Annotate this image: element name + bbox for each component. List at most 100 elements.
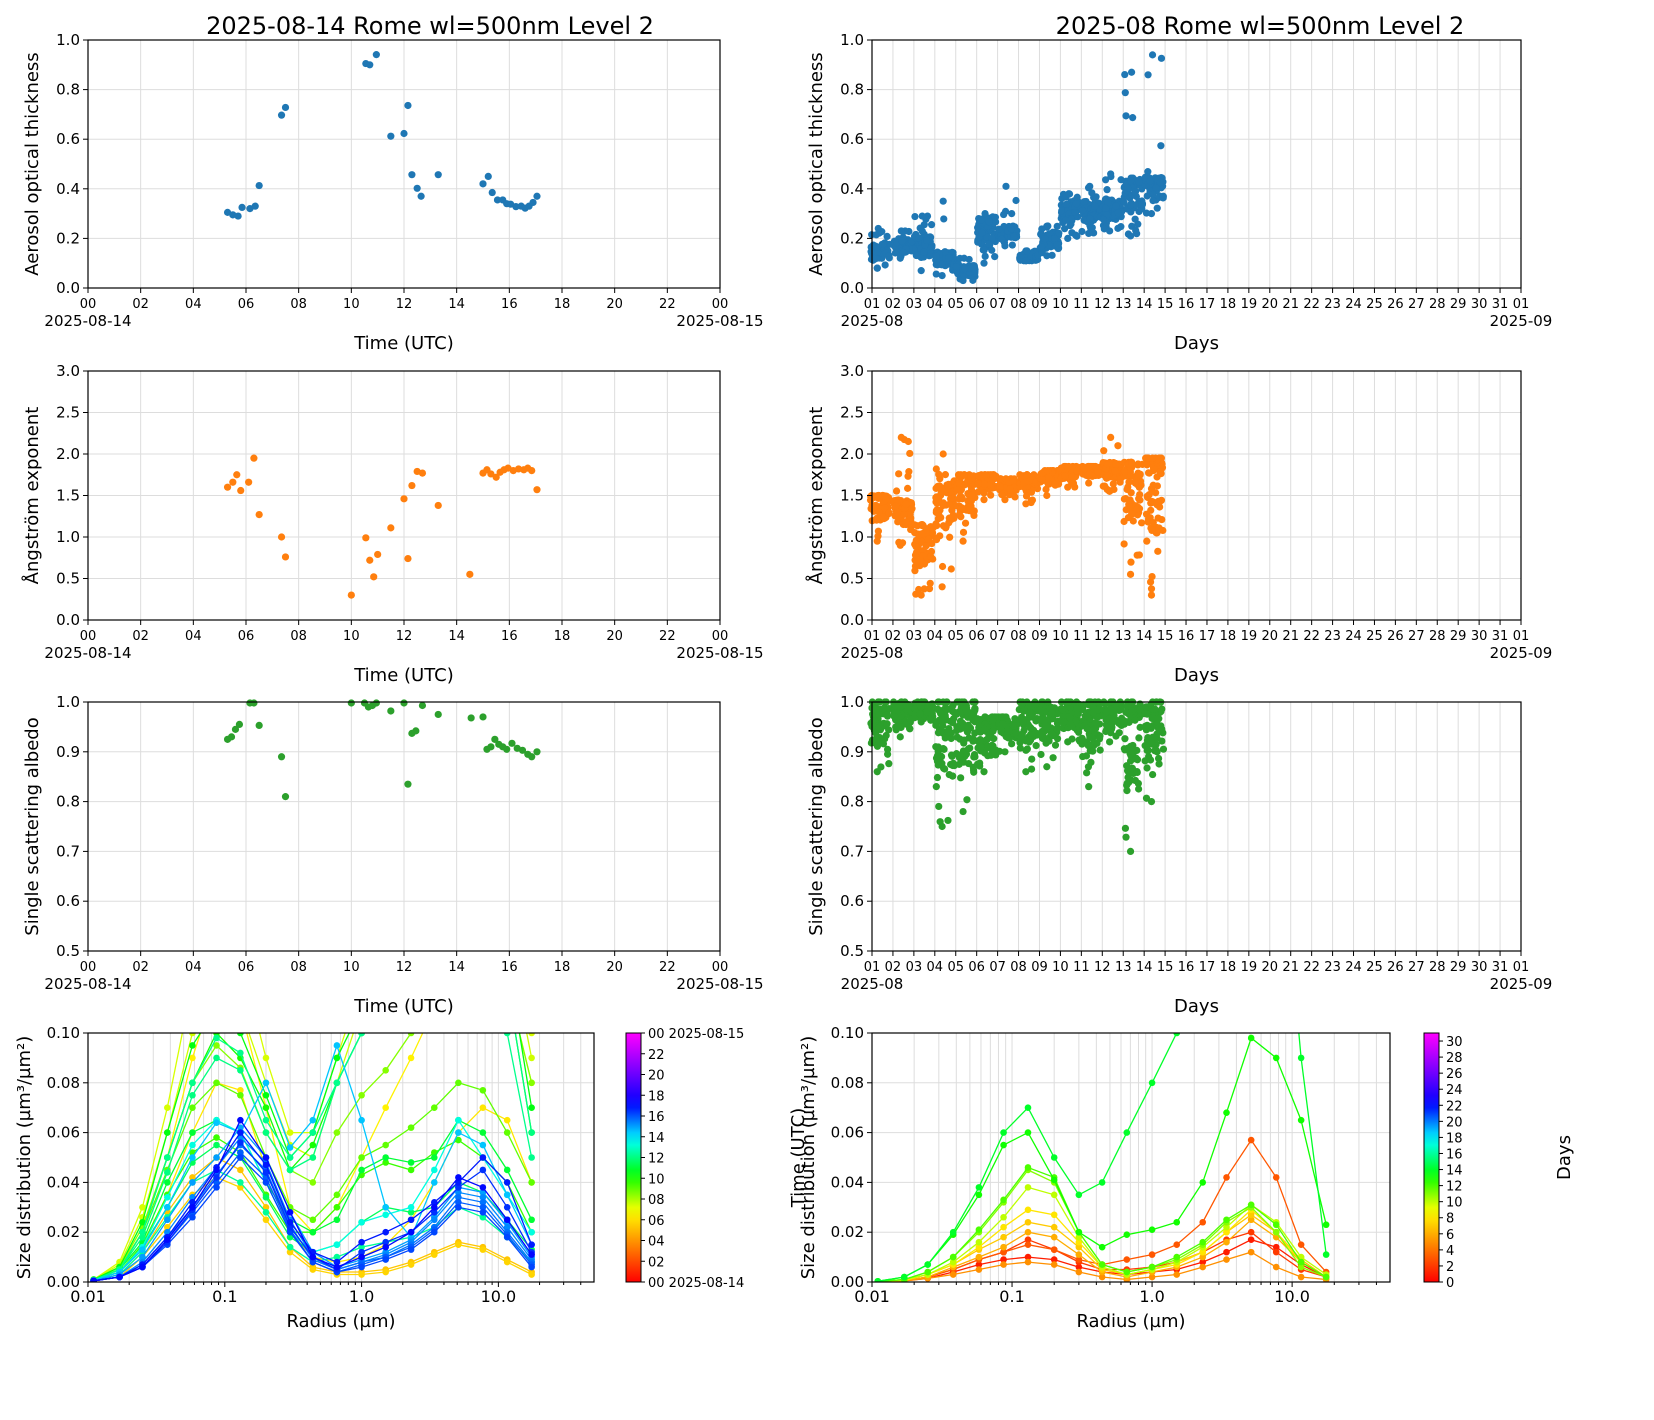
monthly-angstrom-point [1072, 467, 1081, 475]
monthly-aot-xtick-label: 16 [1178, 297, 1195, 312]
monthly-ssa-frame [871, 701, 1522, 952]
monthly-angstrom-point [941, 471, 949, 479]
daily-psd-series-point [237, 1091, 244, 1099]
daily-angstrom-xtick-label: 18 [554, 629, 571, 644]
monthly-angstrom-point-max [1044, 467, 1052, 475]
monthly-psd-colorbar-tick-label: 2 [1446, 1260, 1454, 1275]
monthly-ssa-point [875, 710, 883, 718]
monthly-ssa-point [1107, 706, 1115, 714]
daily-ssa-ylabel: Single scattering albedo [22, 717, 43, 935]
monthly-psd-series-point [1272, 1248, 1280, 1256]
daily-psd-series-point [333, 1129, 341, 1136]
monthly-ssa-point [983, 743, 992, 751]
daily-psd-series-point [407, 1124, 415, 1131]
daily-ssa-point [277, 753, 286, 761]
monthly-angstrom-point [955, 479, 963, 487]
daily-aot-point [281, 103, 290, 112]
monthly-ssa-point [872, 729, 880, 737]
daily-psd-series-point [286, 1243, 294, 1251]
monthly-aot-point-max [1107, 170, 1115, 178]
daily-psd-series-point [503, 1233, 511, 1241]
monthly-ssa-point [1053, 725, 1061, 733]
monthly-psd-series-point [1075, 1191, 1083, 1199]
daily-ssa-x-end-label: 2025-08-15 [676, 975, 763, 993]
daily-aot-points [223, 51, 541, 220]
monthly-angstrom-point [1147, 585, 1156, 593]
daily-angstrom-point [229, 478, 237, 486]
daily-psd-series-point [237, 1166, 244, 1174]
monthly-ssa-point [988, 747, 997, 755]
monthly-psd-series-point [1247, 1216, 1255, 1224]
monthly-angstrom-xtick-label: 23 [1324, 629, 1341, 644]
monthly-psd-series-point [1223, 1109, 1230, 1116]
monthly-aot-xtick-label: 23 [1324, 297, 1341, 312]
monthly-psd-series-point [1223, 1256, 1230, 1263]
daily-psd-series-point [528, 1216, 535, 1224]
daily-psd-series-point [504, 980, 511, 987]
daily-psd-series-point [528, 1263, 535, 1271]
daily-psd-series-point [333, 1204, 341, 1211]
monthly-angstrom-point-max [1148, 454, 1157, 462]
monthly-angstrom-point [1123, 485, 1131, 494]
monthly-psd-series-point [1000, 1129, 1007, 1136]
monthly-aot-point [1132, 226, 1140, 234]
daily-aot-ytick-label: 1.0 [56, 31, 80, 49]
daily-angstrom-point [245, 478, 253, 486]
monthly-psd-series-point [975, 1253, 983, 1261]
daily-psd-series-point [528, 1129, 535, 1136]
monthly-angstrom-point-min [1064, 483, 1072, 491]
monthly-aot-point-max [874, 224, 882, 233]
monthly-angstrom-point [1127, 472, 1135, 480]
monthly-ssa-point [1049, 714, 1057, 723]
monthly-aot-point [985, 240, 993, 248]
monthly-ssa-point [1112, 705, 1121, 714]
daily-angstrom-point [223, 483, 232, 491]
monthly-ssa-point [1092, 724, 1100, 732]
monthly-ssa-point [910, 714, 919, 722]
daily-aot-xtick-label: 00 [712, 297, 729, 312]
daily-angstrom-points [223, 454, 541, 599]
monthly-angstrom-x-start-label: 2025-08 [841, 644, 904, 662]
daily-psd-series-point [358, 1263, 365, 1271]
monthly-psd-series-point [1199, 1238, 1207, 1246]
daily-angstrom-point [277, 533, 286, 541]
monthly-aot-ytick-label: 0.6 [840, 130, 864, 148]
monthly-angstrom-point-max [874, 491, 882, 500]
monthly-aot-point [1144, 71, 1152, 79]
monthly-ssa-point [1123, 787, 1131, 795]
monthly-ssa-point [885, 760, 893, 768]
monthly-aot-point-min [1064, 234, 1072, 242]
monthly-angstrom-point [912, 542, 920, 551]
monthly-ssa-point [1143, 764, 1151, 772]
monthly-angstrom-point [947, 565, 955, 573]
monthly-angstrom-point [1068, 473, 1076, 481]
daily-angstrom-point [492, 473, 500, 481]
daily-psd-series-point [382, 955, 389, 962]
monthly-aot-point [1114, 209, 1122, 217]
daily-psd-series-point [213, 1179, 220, 1186]
monthly-angstrom-point [1134, 460, 1142, 468]
daily-angstrom-x-end-label: 2025-08-15 [676, 644, 763, 662]
monthly-angstrom-xtick-label: 01 [1513, 629, 1530, 644]
daily-psd-frame [87, 1032, 595, 1283]
monthly-ssa-point [1141, 757, 1149, 765]
monthly-ssa-point [1131, 776, 1140, 785]
monthly-aot-point [1091, 202, 1099, 210]
monthly-angstrom-point [961, 481, 969, 489]
monthly-aot-point [1071, 208, 1079, 216]
monthly-ssa-point [1151, 705, 1159, 713]
monthly-angstrom-point-min [917, 591, 925, 599]
monthly-angstrom-point [1109, 480, 1117, 488]
monthly-angstrom-point-min [873, 537, 881, 545]
daily-ssa-xtick-label: 14 [448, 960, 465, 975]
daily-psd-series-point [189, 1042, 196, 1049]
monthly-angstrom-point [904, 437, 912, 446]
monthly-psd-series-point [1000, 1261, 1007, 1268]
daily-psd-series-point [237, 1184, 244, 1191]
daily-angstrom-point [374, 550, 382, 559]
daily-aot-xtick-label: 14 [448, 297, 465, 312]
monthly-angstrom-point [1144, 469, 1153, 477]
daily-aot-xlabel: Time (UTC) [353, 333, 454, 354]
monthly-ssa-point [1133, 756, 1142, 764]
